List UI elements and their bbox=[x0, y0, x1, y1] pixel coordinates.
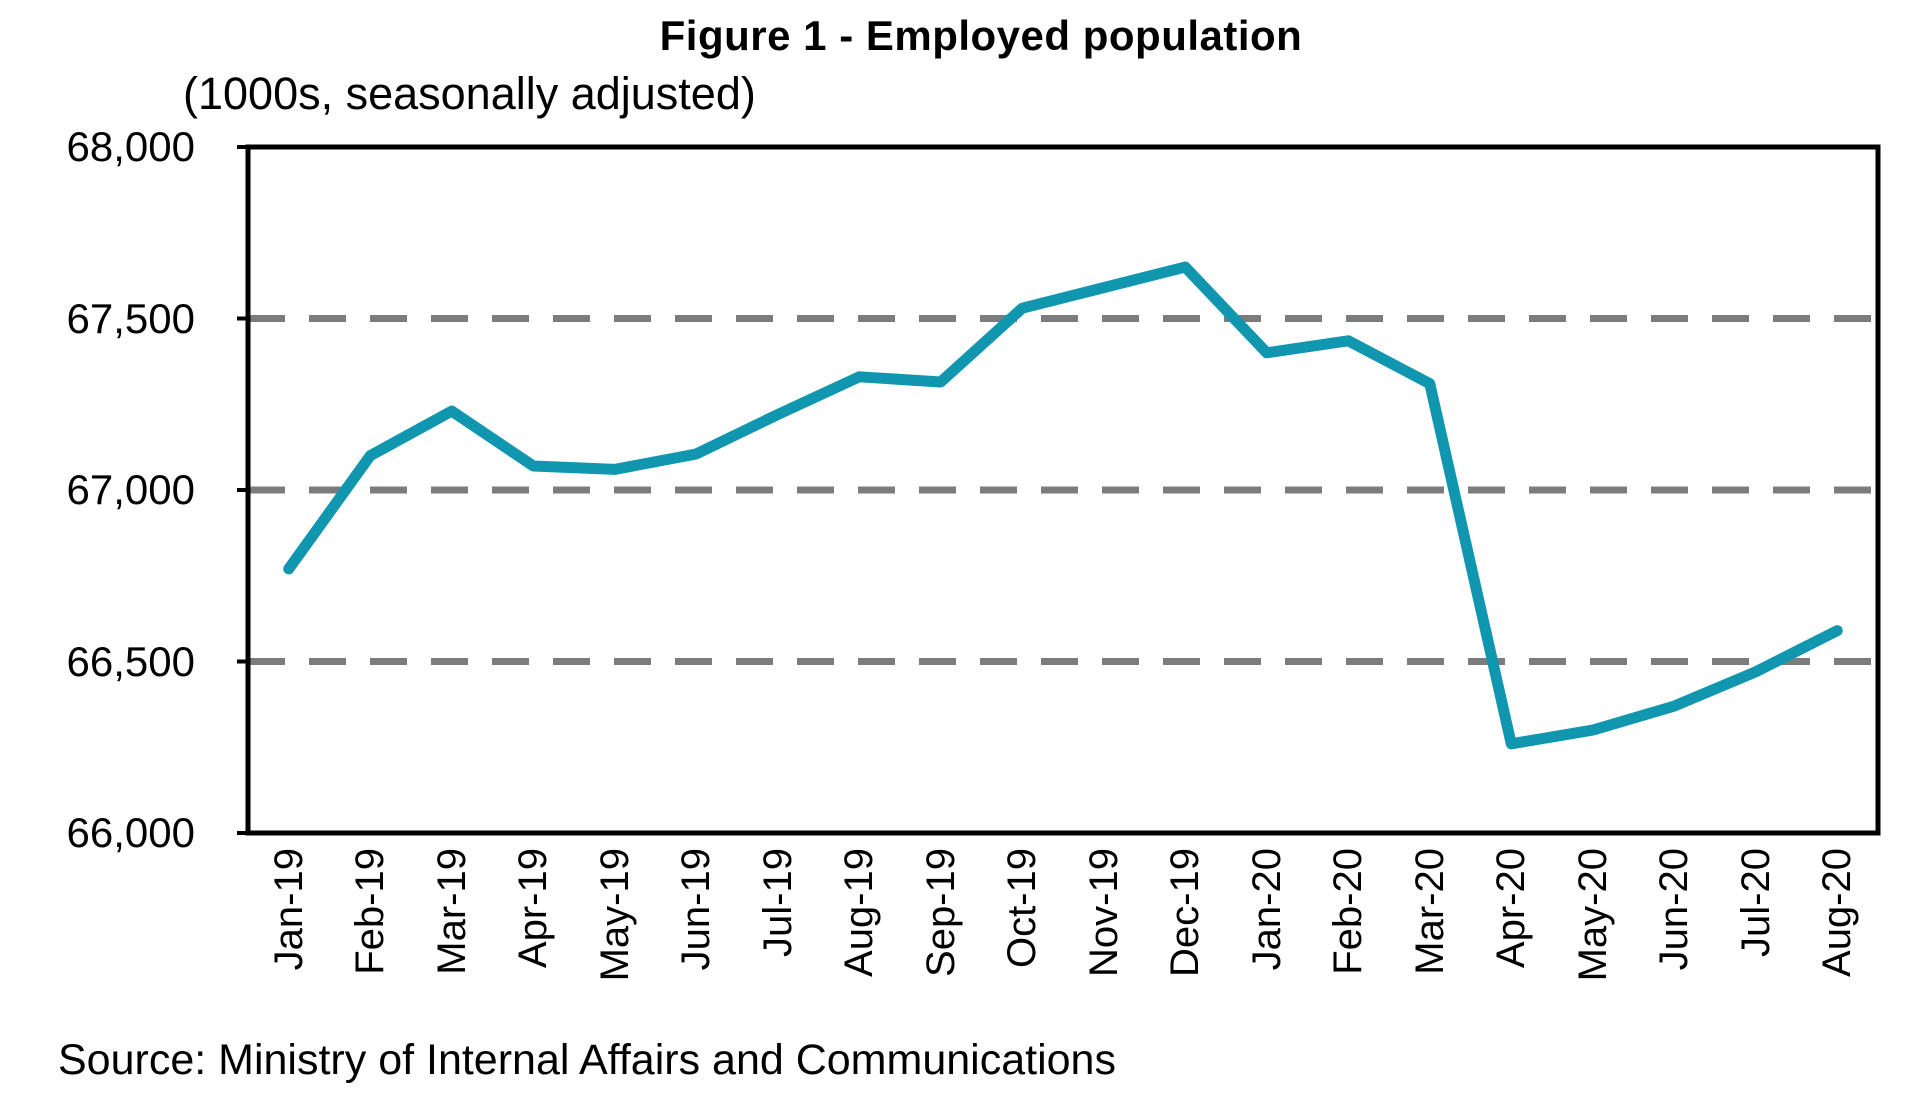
x-axis-label: Jul-19 bbox=[755, 848, 800, 957]
source-note: Source: Ministry of Internal Affairs and… bbox=[58, 1036, 1116, 1084]
chart-title: Figure 1 - Employed population bbox=[659, 12, 1303, 59]
x-axis-label: Mar-19 bbox=[429, 848, 474, 975]
x-axis-label: Apr-19 bbox=[511, 848, 556, 969]
x-axis-label: Jun-19 bbox=[674, 848, 719, 971]
x-axis-label: Feb-20 bbox=[1326, 848, 1371, 975]
y-axis-label: 66,000 bbox=[66, 809, 195, 856]
x-axis-label: Jun-20 bbox=[1652, 848, 1697, 971]
y-axis-label: 67,500 bbox=[66, 294, 195, 342]
plot-area bbox=[230, 142, 1890, 842]
x-axis-label: Aug-19 bbox=[837, 848, 882, 977]
x-axis-label: Sep-19 bbox=[918, 848, 963, 977]
y-axis-label: 68,000 bbox=[66, 123, 195, 170]
x-axis-label: Aug-20 bbox=[1815, 848, 1860, 977]
y-axis-label: 66,500 bbox=[66, 637, 195, 685]
x-axis-label: Apr-20 bbox=[1489, 848, 1534, 969]
x-axis-label: Jan-19 bbox=[266, 848, 311, 971]
x-axis-label: Jul-20 bbox=[1733, 848, 1778, 957]
employed-population-line bbox=[283, 261, 1843, 750]
x-axis-label: Jan-20 bbox=[1244, 848, 1289, 971]
chart-svg bbox=[237, 144, 1881, 836]
y-axis-label: 67,000 bbox=[66, 466, 195, 513]
x-axis-label: Feb-19 bbox=[348, 848, 393, 975]
x-axis-label: Mar-20 bbox=[1407, 848, 1452, 975]
plot-border bbox=[245, 144, 1881, 836]
x-axis-label: Dec-19 bbox=[1163, 848, 1208, 977]
chart-subtitle: (1000s, seasonally adjusted) bbox=[183, 68, 756, 119]
x-axis-label: Nov-19 bbox=[1081, 848, 1126, 977]
x-axis-label: Oct-19 bbox=[1000, 848, 1045, 969]
x-axis-label: May-19 bbox=[592, 848, 637, 982]
x-axis-label: May-20 bbox=[1570, 848, 1615, 982]
